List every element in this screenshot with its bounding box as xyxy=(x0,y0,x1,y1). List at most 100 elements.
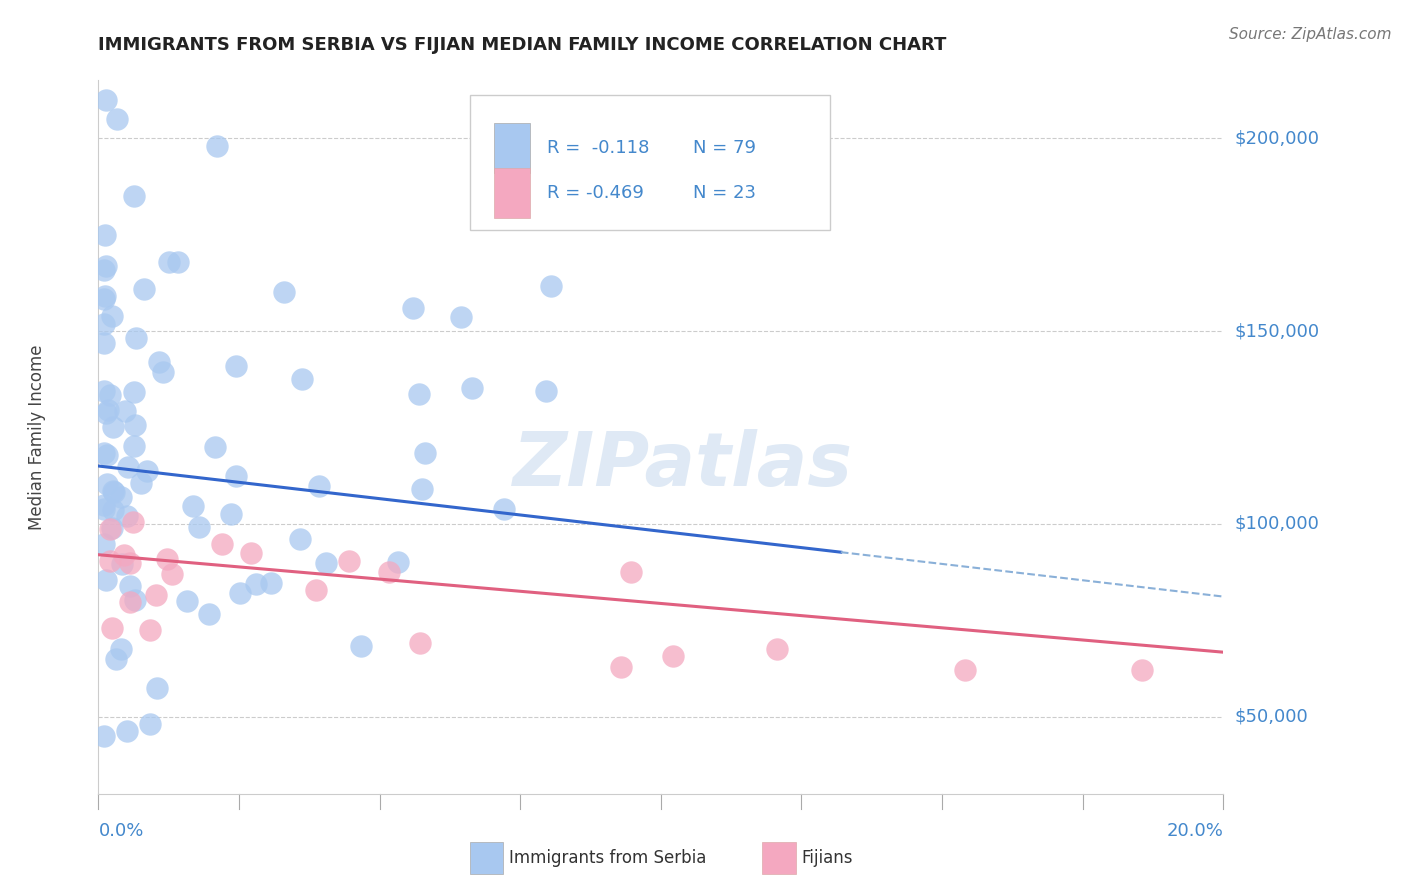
Point xyxy=(93,501,115,516)
Point xyxy=(96,259,118,273)
Text: IMMIGRANTS FROM SERBIA VS FIJIAN MEDIAN FAMILY INCOME CORRELATION CHART: IMMIGRANTS FROM SERBIA VS FIJIAN MEDIAN … xyxy=(98,36,946,54)
Point xyxy=(415,446,437,460)
Point xyxy=(122,384,145,399)
Point xyxy=(112,549,135,563)
Point xyxy=(105,652,128,666)
Text: 0.0%: 0.0% xyxy=(98,822,143,840)
Point xyxy=(953,664,976,678)
Point xyxy=(408,387,430,401)
Point xyxy=(620,565,643,579)
Point xyxy=(93,263,115,277)
Text: 20.0%: 20.0% xyxy=(1167,822,1223,840)
Point xyxy=(101,621,124,635)
Text: $50,000: $50,000 xyxy=(1234,707,1308,726)
Point xyxy=(219,508,242,522)
Point xyxy=(494,501,516,516)
Text: N = 23: N = 23 xyxy=(693,184,756,202)
Point xyxy=(662,649,685,664)
Point xyxy=(461,381,484,395)
Point xyxy=(110,490,132,504)
Point xyxy=(291,372,314,386)
Point xyxy=(94,227,117,242)
Point xyxy=(124,417,146,432)
Point xyxy=(96,448,118,462)
Point xyxy=(96,477,118,491)
Point xyxy=(148,355,170,369)
Point xyxy=(166,254,188,268)
Point xyxy=(98,388,121,402)
Point xyxy=(766,642,789,657)
Point xyxy=(534,384,557,399)
Point xyxy=(540,279,562,293)
Point xyxy=(94,289,117,303)
Point xyxy=(176,593,198,607)
Point xyxy=(97,403,120,417)
Point xyxy=(94,406,117,420)
Bar xyxy=(495,168,530,218)
Text: $150,000: $150,000 xyxy=(1234,322,1319,340)
Point xyxy=(350,639,373,653)
Point xyxy=(260,575,283,590)
Point xyxy=(93,384,115,398)
Point xyxy=(93,317,115,331)
Bar xyxy=(762,842,796,874)
Point xyxy=(114,404,136,418)
Text: R =  -0.118: R = -0.118 xyxy=(547,139,650,157)
Point xyxy=(211,537,233,551)
Point xyxy=(103,484,125,499)
Point xyxy=(101,521,124,535)
Point xyxy=(308,479,330,493)
Point xyxy=(117,459,139,474)
Point xyxy=(138,623,160,637)
Text: Median Family Income: Median Family Income xyxy=(28,344,45,530)
Point xyxy=(1130,664,1153,678)
Point xyxy=(229,586,252,600)
Point xyxy=(139,717,162,731)
Point xyxy=(411,482,433,496)
Point xyxy=(145,588,167,602)
Text: R = -0.469: R = -0.469 xyxy=(547,184,644,202)
Bar xyxy=(470,842,503,874)
Point xyxy=(101,309,124,323)
Point xyxy=(181,500,204,514)
Point xyxy=(93,445,115,459)
Point xyxy=(118,579,141,593)
Point xyxy=(240,546,263,560)
Point xyxy=(157,255,180,269)
Point xyxy=(387,555,409,569)
Point xyxy=(118,557,141,571)
Point xyxy=(124,592,146,607)
Point xyxy=(305,582,328,597)
Text: ZIPatlas: ZIPatlas xyxy=(513,429,853,502)
Point xyxy=(205,139,228,153)
Point xyxy=(105,112,128,126)
Point xyxy=(98,554,121,568)
Point xyxy=(101,420,124,434)
Point xyxy=(98,522,121,536)
Point xyxy=(225,468,247,483)
Point xyxy=(135,464,157,478)
Point xyxy=(101,503,124,517)
Point xyxy=(450,310,472,325)
Point xyxy=(273,285,295,299)
Point xyxy=(117,724,139,739)
Point xyxy=(124,189,146,203)
Point xyxy=(111,558,134,572)
Point xyxy=(288,532,311,546)
Point xyxy=(93,729,115,743)
Point xyxy=(225,359,247,373)
Point xyxy=(187,519,209,533)
Text: Source: ZipAtlas.com: Source: ZipAtlas.com xyxy=(1229,27,1392,42)
Point xyxy=(122,515,145,529)
FancyBboxPatch shape xyxy=(470,95,830,230)
Point xyxy=(152,366,174,380)
Text: N = 79: N = 79 xyxy=(693,139,756,157)
Point xyxy=(96,573,118,587)
Point xyxy=(129,475,152,490)
Text: $100,000: $100,000 xyxy=(1234,515,1319,533)
Point xyxy=(93,335,115,350)
Point xyxy=(115,508,138,523)
Text: $200,000: $200,000 xyxy=(1234,129,1319,147)
Point xyxy=(160,567,183,582)
Point xyxy=(93,292,115,306)
